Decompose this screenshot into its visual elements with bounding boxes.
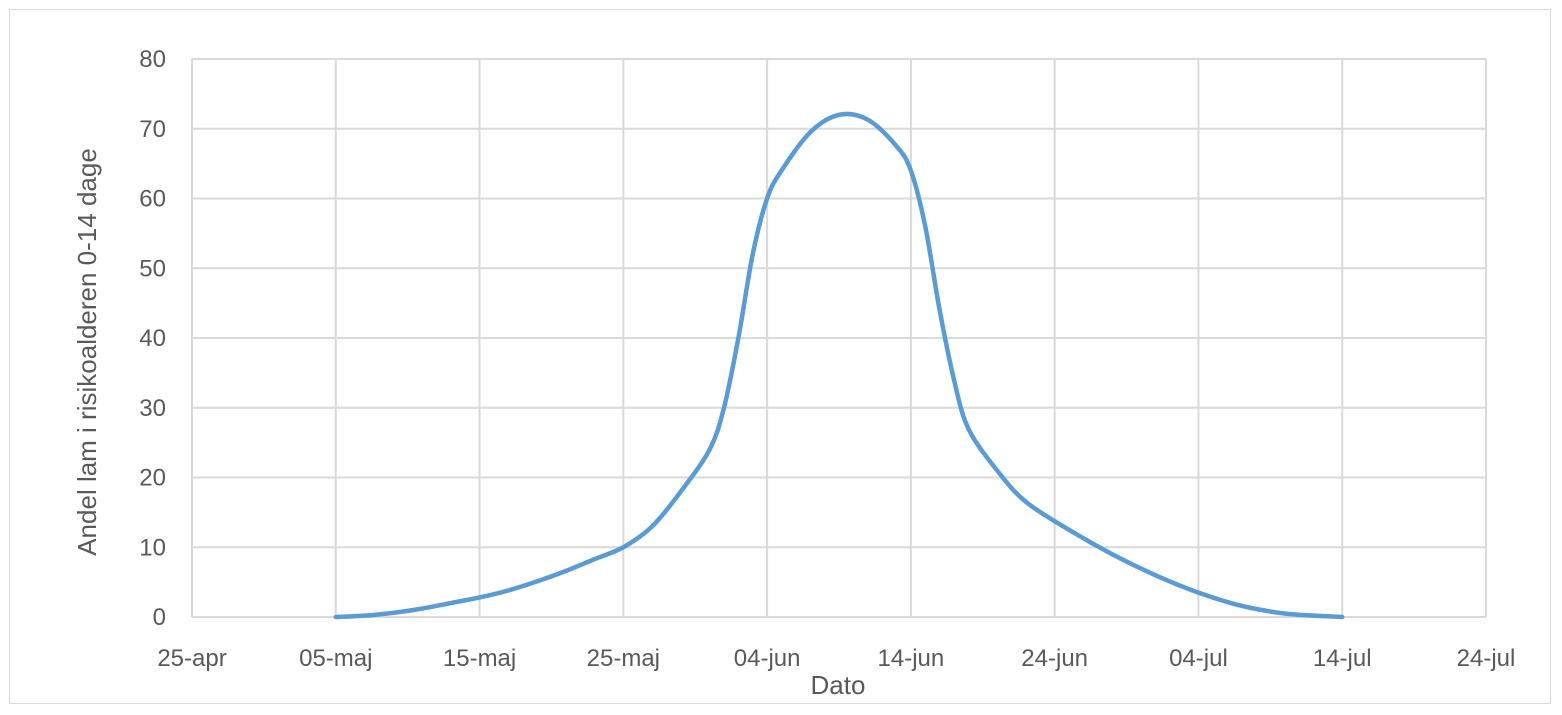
- y-tick-label: 40: [139, 325, 166, 352]
- y-tick-label: 70: [139, 116, 166, 143]
- y-tick-label: 20: [139, 465, 166, 492]
- gridlines: [191, 58, 1487, 618]
- x-tick-label: 04-jun: [734, 645, 801, 672]
- x-tick-label: 24-jun: [1021, 645, 1088, 672]
- y-tick-label: 80: [139, 46, 166, 73]
- x-tick-label: 14-jun: [878, 645, 945, 672]
- y-tick-label: 10: [139, 534, 166, 561]
- y-tick-label: 50: [139, 255, 166, 282]
- x-tick-label: 25-apr: [157, 645, 226, 672]
- x-tick-label: 04-jul: [1169, 645, 1228, 672]
- series-line: [333, 111, 1345, 620]
- x-axis-title: Dato: [811, 670, 866, 700]
- x-axis-ticks: 25-apr 05-maj 15-maj 25-maj 04-jun 14-jun 24-j…: [157, 645, 1515, 672]
- x-tick-label: 14-jul: [1313, 645, 1372, 672]
- y-tick-label: 30: [139, 395, 166, 422]
- y-axis-ticks: 0 10 20 30 40 50 60 70 80: [139, 46, 166, 631]
- y-tick-label: 0: [153, 604, 166, 631]
- chart-frame: [9, 9, 1551, 704]
- series-layer: [333, 111, 1345, 620]
- x-tick-label: 15-maj: [443, 645, 516, 672]
- x-tick-label: 24-jul: [1457, 645, 1516, 672]
- y-tick-label: 60: [139, 186, 166, 213]
- y-axis-title: Andel lam i risikoalderen 0-14 dage: [72, 148, 102, 556]
- x-tick-label: 05-maj: [299, 645, 372, 672]
- x-tick-label: 25-maj: [587, 645, 660, 672]
